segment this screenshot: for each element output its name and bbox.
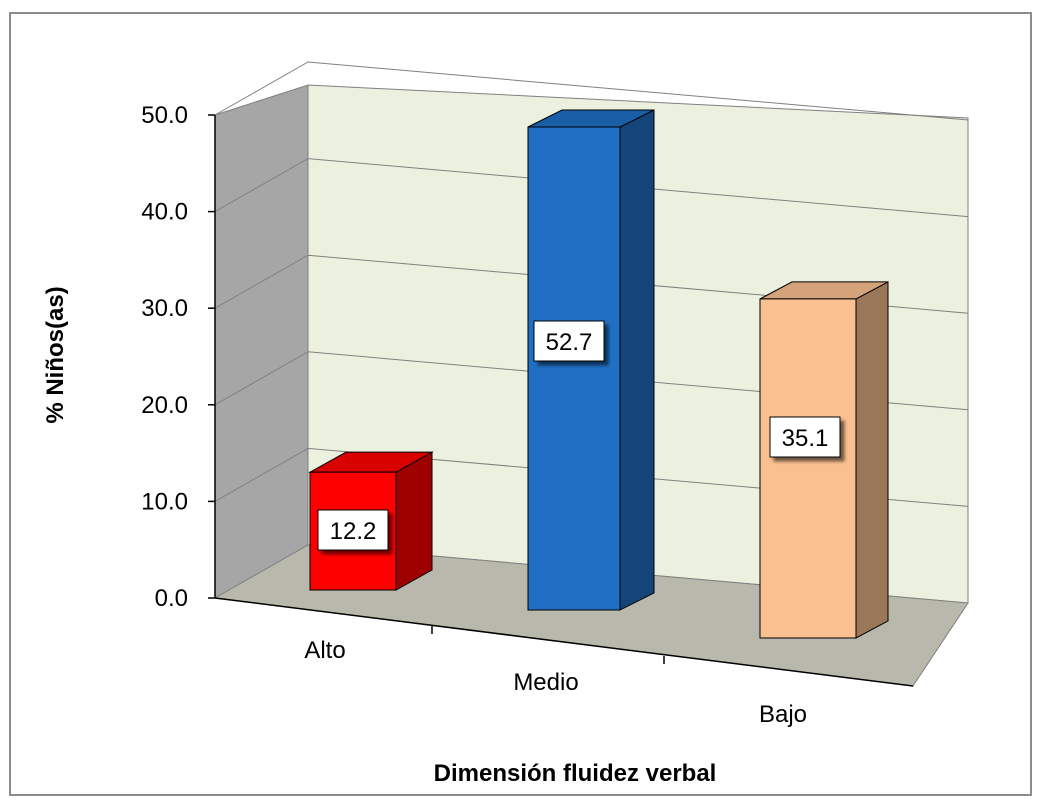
data-labels: 12.2 52.7 35.1 [317, 320, 841, 551]
data-label-text: 35.1 [782, 425, 829, 452]
data-label: 35.1 [769, 416, 841, 458]
data-label-box [317, 509, 389, 551]
gridlines [214, 61, 969, 507]
bar-bajo [759, 281, 889, 639]
y-tick-label: 10.0 [141, 488, 188, 515]
bar-side [395, 451, 433, 591]
bar-front [527, 126, 621, 611]
y-tick-label: 40.0 [141, 199, 188, 226]
gridline [214, 447, 969, 507]
bar-medio [527, 109, 655, 611]
y-axis-title: % Niños(as) [42, 286, 69, 423]
y-ticks: 0.0 10.0 20.0 30.0 40.0 50.0 [141, 102, 215, 612]
chart-side-wall [214, 84, 309, 599]
gridline [214, 61, 969, 121]
y-tick-label: 30.0 [141, 295, 188, 322]
y-tick-label: 20.0 [141, 392, 188, 419]
data-label: 52.7 [533, 320, 605, 362]
y-tick-label: 0.0 [155, 585, 188, 612]
bar-front [759, 298, 857, 639]
x-axis-title: Dimensión fluidez verbal [434, 760, 717, 787]
y-tick-label: 50.0 [141, 102, 188, 129]
data-label-text: 52.7 [546, 329, 593, 356]
x-tick-label: Alto [304, 637, 345, 664]
gridline [214, 254, 969, 314]
data-label: 12.2 [317, 509, 389, 551]
x-tick-label: Bajo [759, 701, 807, 728]
data-label-text: 12.2 [330, 518, 377, 545]
bar-side [619, 109, 655, 611]
x-axis-line [214, 597, 914, 687]
bar-side [855, 281, 889, 639]
data-label-box [769, 416, 841, 458]
x-tick-label: Medio [513, 669, 578, 696]
gridline [214, 351, 969, 411]
x-ticks: Alto Medio Bajo [304, 626, 807, 728]
data-label-box [533, 320, 605, 362]
gridline [214, 158, 969, 218]
